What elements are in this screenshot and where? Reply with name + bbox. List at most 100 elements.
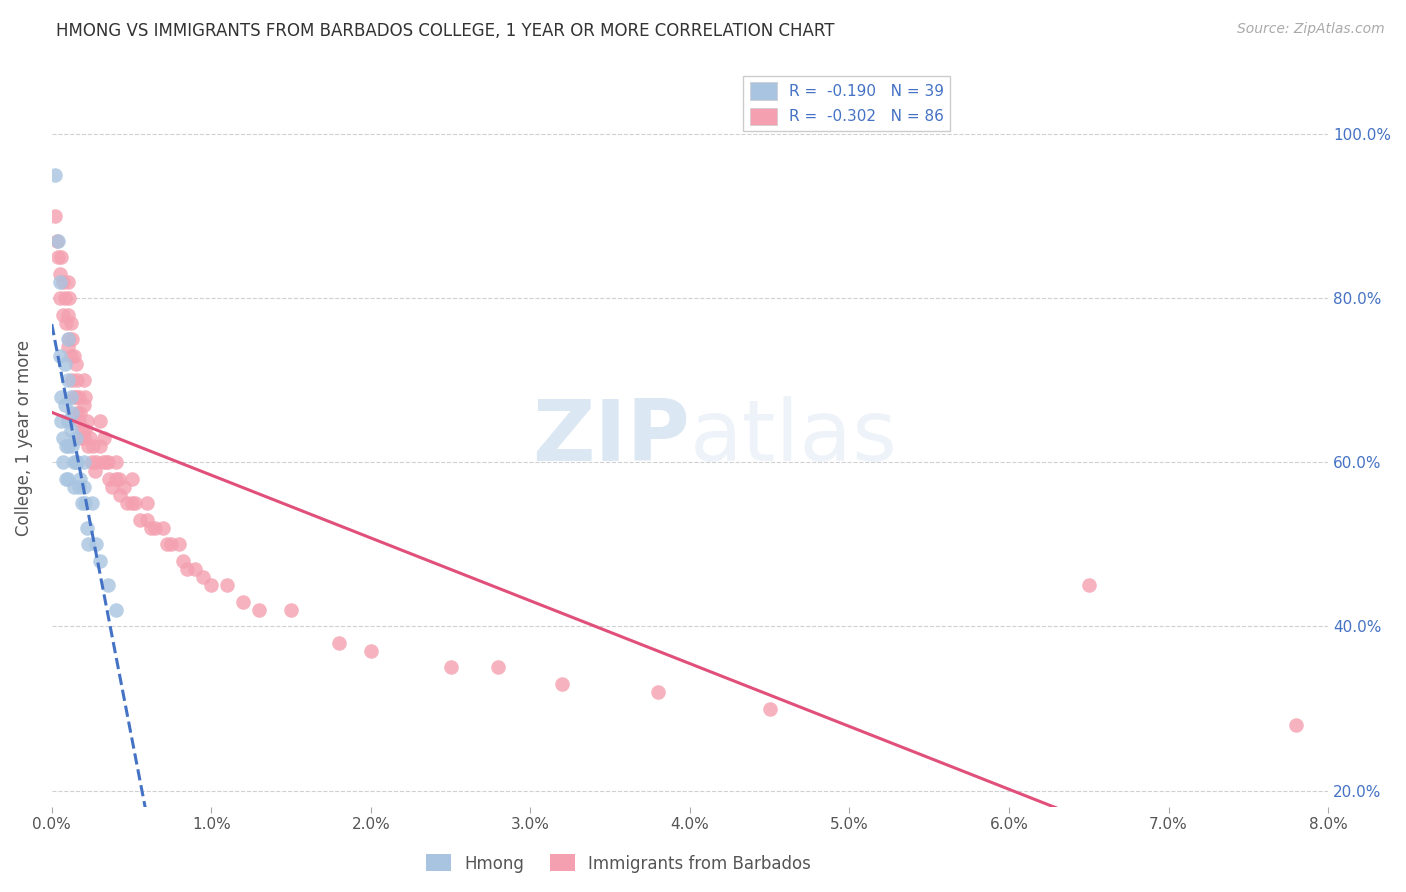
Point <box>160 537 183 551</box>
Legend: R =  -0.190   N = 39, R =  -0.302   N = 86: R = -0.190 N = 39, R = -0.302 N = 86 <box>744 76 950 131</box>
Point <box>56 439 79 453</box>
Point <box>48 291 70 305</box>
Point <box>52 308 75 322</box>
Point <box>70 496 93 510</box>
Point <box>360 644 382 658</box>
Point <box>94 455 117 469</box>
Point <box>97 455 120 469</box>
Point <box>82 439 104 453</box>
Point <box>232 595 254 609</box>
Point <box>112 480 135 494</box>
Point <box>83 464 105 478</box>
Point <box>101 480 124 494</box>
Point <box>62 439 84 453</box>
Point <box>65 431 87 445</box>
Point <box>79 431 101 445</box>
Point <box>156 537 179 551</box>
Point <box>48 275 70 289</box>
Point <box>91 455 114 469</box>
Point <box>73 431 96 445</box>
Point <box>145 521 167 535</box>
Text: Source: ZipAtlas.com: Source: ZipAtlas.com <box>1237 22 1385 37</box>
Point <box>55 316 77 330</box>
Point <box>52 455 75 469</box>
Point <box>104 472 127 486</box>
Point <box>551 677 574 691</box>
Point <box>66 406 89 420</box>
Point <box>44 209 66 223</box>
Point <box>59 390 82 404</box>
Point <box>51 390 73 404</box>
Y-axis label: College, 1 year or more: College, 1 year or more <box>15 340 32 536</box>
Point <box>59 316 82 330</box>
Point <box>46 250 69 264</box>
Point <box>52 275 75 289</box>
Point <box>328 636 350 650</box>
Point <box>63 390 86 404</box>
Point <box>45 234 67 248</box>
Point <box>48 349 70 363</box>
Point <box>62 373 84 387</box>
Point <box>63 455 86 469</box>
Point <box>73 398 96 412</box>
Point <box>107 472 129 486</box>
Point <box>65 390 87 404</box>
Point <box>63 349 86 363</box>
Point <box>53 291 76 305</box>
Point <box>66 373 89 387</box>
Point <box>89 554 111 568</box>
Point <box>128 513 150 527</box>
Point <box>97 578 120 592</box>
Point <box>217 578 239 592</box>
Point <box>52 431 75 445</box>
Point <box>56 414 79 428</box>
Point <box>80 496 103 510</box>
Point <box>80 455 103 469</box>
Point <box>104 455 127 469</box>
Point <box>67 414 90 428</box>
Point <box>488 660 510 674</box>
Point <box>280 603 302 617</box>
Point <box>139 521 162 535</box>
Point <box>75 390 97 404</box>
Point <box>77 439 100 453</box>
Point <box>169 537 191 551</box>
Point <box>75 423 97 437</box>
Point <box>73 455 96 469</box>
Point <box>53 357 76 371</box>
Point <box>176 562 198 576</box>
Point <box>62 332 84 346</box>
Point <box>124 496 146 510</box>
Point <box>89 414 111 428</box>
Point <box>86 455 108 469</box>
Point <box>67 390 90 404</box>
Point <box>76 521 98 535</box>
Point <box>1285 718 1308 732</box>
Point <box>51 414 73 428</box>
Point <box>439 660 461 674</box>
Point <box>59 349 82 363</box>
Legend: Hmong, Immigrants from Barbados: Hmong, Immigrants from Barbados <box>420 847 817 880</box>
Point <box>66 455 89 469</box>
Point <box>48 267 70 281</box>
Point <box>73 373 96 387</box>
Point <box>73 480 96 494</box>
Point <box>136 496 159 510</box>
Point <box>104 603 127 617</box>
Point <box>69 431 91 445</box>
Point <box>58 291 80 305</box>
Point <box>758 701 780 715</box>
Point <box>67 480 90 494</box>
Point <box>56 275 79 289</box>
Point <box>69 406 91 420</box>
Text: HMONG VS IMMIGRANTS FROM BARBADOS COLLEGE, 1 YEAR OR MORE CORRELATION CHART: HMONG VS IMMIGRANTS FROM BARBADOS COLLEG… <box>56 22 835 40</box>
Point <box>121 472 143 486</box>
Point <box>647 685 669 699</box>
Point <box>110 488 132 502</box>
Point <box>46 234 69 248</box>
Point <box>75 496 97 510</box>
Point <box>1077 578 1099 592</box>
Point <box>56 341 79 355</box>
Text: atlas: atlas <box>690 396 898 479</box>
Point <box>152 521 174 535</box>
